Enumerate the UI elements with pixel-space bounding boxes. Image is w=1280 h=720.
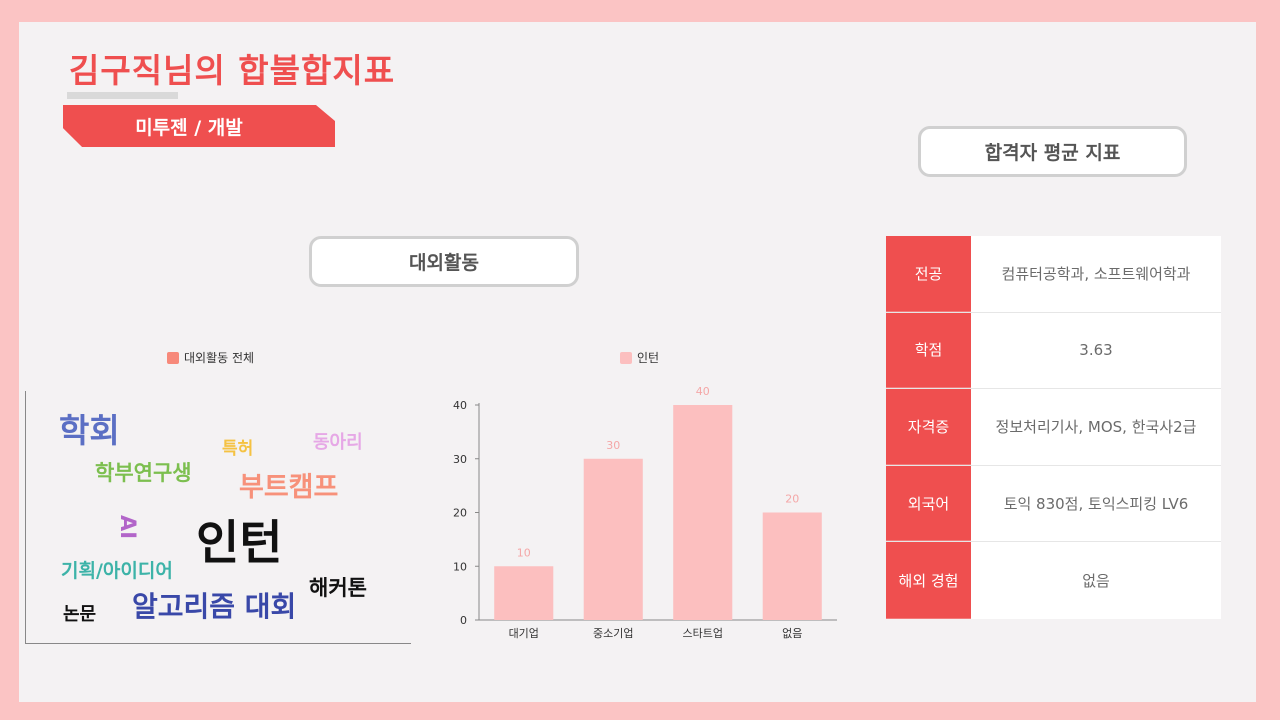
legend-swatch (620, 351, 632, 364)
row-value: 3.63 (971, 312, 1221, 389)
row-label: 자격증 (886, 389, 971, 465)
table-row: 해외 경험 없음 (886, 542, 1221, 619)
role-badge: 미투젠 / 개발 (63, 105, 335, 147)
word-hakhoe: 학회 (59, 411, 120, 450)
row-label: 학점 (886, 312, 971, 389)
row-value: 컴퓨터공학과, 소프트웨어학과 (971, 236, 1221, 312)
data-label: 40 (696, 385, 710, 398)
x-tick-label: 중소기업 (593, 627, 633, 640)
legend-label: 인턴 (637, 351, 660, 365)
intern-bar-chart: 0 10 20 30 40 10 대기업 30 중소기업 40 스타트업 20 없음 (453, 385, 837, 640)
word-planning: 기획/아이디어 (61, 560, 173, 582)
word-bootcamp: 부트캠프 (239, 472, 339, 503)
table-row: 학점 3.63 (886, 312, 1221, 390)
page-title: 김구직님의 합불합지표 (69, 51, 396, 90)
row-label: 해외 경험 (886, 542, 971, 619)
word-ai: AI (116, 514, 141, 540)
y-tick-label: 30 (453, 453, 467, 466)
row-label: 외국어 (886, 465, 971, 542)
word-dongari: 동아리 (313, 432, 363, 453)
x-tick-label: 스타트업 (683, 627, 723, 640)
y-tick-label: 20 (453, 507, 467, 520)
word-hackathon: 해커톤 (309, 576, 367, 600)
row-label: 전공 (886, 236, 971, 312)
slide-panel: 김구직님의 합불합지표 미투젠 / 개발 합격자 평균 지표 대외활동 대외활동… (19, 22, 1256, 702)
bar-2 (583, 458, 643, 620)
word-algorithm: 알고리즘 대회 (132, 590, 297, 623)
word-teukheo: 특허 (222, 439, 254, 459)
word-research: 학부연구생 (95, 461, 192, 485)
average-metrics-label: 합격자 평균 지표 (918, 126, 1187, 177)
bar-chart-legend: 인턴 (620, 349, 659, 366)
y-tick-label: 10 (453, 560, 467, 573)
bar-4 (762, 512, 822, 620)
activities-label: 대외활동 (309, 236, 579, 287)
legend-label: 대외활동 전체 (184, 351, 255, 365)
title-underline (67, 92, 178, 99)
x-tick-label: 없음 (782, 627, 802, 640)
data-label: 30 (606, 439, 620, 452)
data-label: 10 (517, 546, 531, 559)
word-cloud-legend: 대외활동 전체 (167, 349, 254, 366)
y-tick-label: 0 (460, 614, 467, 627)
x-tick-label: 대기업 (509, 627, 539, 640)
legend-swatch (167, 351, 179, 364)
table-row: 전공 컴퓨터공학과, 소프트웨어학과 (886, 236, 1221, 313)
bar-1 (494, 566, 554, 620)
cloud-axis-y (25, 391, 26, 644)
row-value: 토익 830점, 토익스피킹 LV6 (971, 465, 1221, 542)
y-tick-label: 40 (453, 399, 467, 412)
word-intern: 인턴 (196, 516, 283, 571)
row-value: 정보처리기사, MOS, 한국사2급 (971, 389, 1221, 465)
cloud-axis-x (25, 643, 411, 644)
bar-3 (673, 405, 733, 620)
row-value: 없음 (971, 542, 1221, 619)
table-row: 자격증 정보처리기사, MOS, 한국사2급 (886, 389, 1221, 466)
data-label: 20 (785, 493, 799, 506)
stats-table: 전공 컴퓨터공학과, 소프트웨어학과 학점 3.63 자격증 정보처리기사, M… (886, 236, 1221, 619)
table-row: 외국어 토익 830점, 토익스피킹 LV6 (886, 465, 1221, 543)
word-paper: 논문 (63, 604, 97, 625)
